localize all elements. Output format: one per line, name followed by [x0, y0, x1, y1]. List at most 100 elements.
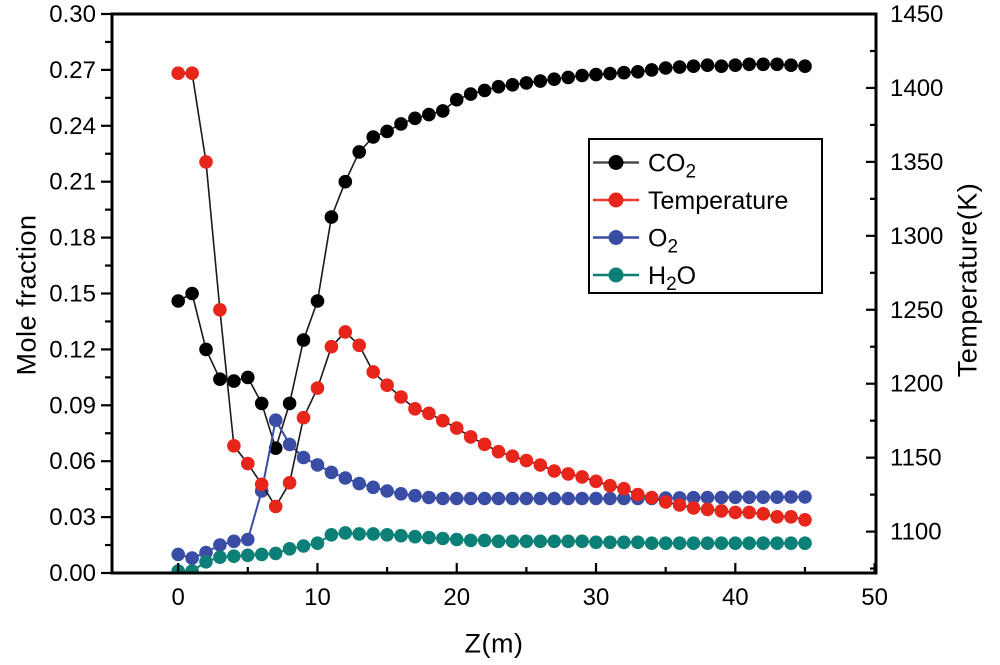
data-point-co2 [714, 59, 729, 73]
y-left-axis: 0.00 0.03 0.06 0.09 0.12 0.15 0.18 0.21 0.24 0.27… [49, 1, 111, 587]
data-point-o2 [547, 491, 561, 506]
data-point-h2o [254, 547, 269, 562]
data-point-o2 [185, 551, 199, 565]
data-point-o2 [589, 491, 603, 506]
data-point-h2o [241, 548, 255, 563]
y-right-tick-label: 1250 [890, 297, 943, 324]
data-point-o2 [436, 491, 450, 506]
y-left-tick-label: 0.24 [49, 113, 96, 140]
data-point-temperature [686, 501, 701, 515]
data-point-o2 [199, 545, 213, 560]
data-point-co2 [672, 60, 687, 74]
data-point-h2o [714, 536, 729, 550]
data-point-co2 [282, 396, 297, 411]
data-point-co2 [394, 117, 408, 131]
x-tick-label: 40 [722, 584, 749, 611]
legend-item-co2: CO2 [593, 150, 696, 183]
data-point-co2 [254, 396, 269, 411]
data-point-o2 [449, 491, 464, 506]
data-point-temperature [547, 464, 561, 478]
data-point-temperature [784, 510, 798, 524]
data-point-temperature [449, 421, 464, 435]
data-point-temperature [617, 481, 631, 496]
data-point-temperature [463, 430, 478, 444]
data-point-h2o [268, 546, 283, 561]
y-left-tick-label: 0.06 [49, 448, 96, 475]
data-point-o2 [575, 491, 589, 506]
legend-box [588, 138, 823, 294]
data-point-temperature [589, 474, 603, 489]
data-point-h2o [575, 534, 589, 549]
data-point-co2 [728, 58, 743, 72]
data-point-o2 [770, 490, 784, 505]
data-point-temperature [422, 406, 436, 421]
data-point-co2 [477, 83, 492, 98]
data-point-temperature [491, 444, 506, 459]
data-point-h2o [282, 542, 297, 556]
data-point-co2 [770, 57, 784, 72]
data-point-h2o [366, 527, 381, 541]
data-point-h2o [519, 534, 534, 549]
data-point-temperature [561, 467, 575, 481]
data-point-o2 [171, 547, 185, 562]
data-point-co2 [268, 441, 283, 456]
data-point-h2o [380, 528, 394, 542]
legend: CO2 Temperature O2 H2O [588, 138, 823, 295]
data-point-co2 [380, 124, 394, 139]
x-tick-label: 10 [304, 584, 331, 611]
data-point-temperature [268, 499, 283, 514]
x-tick-label: 0 [171, 584, 184, 611]
y-right-axis: 1100 1150 1200 1250 1300 1350 1400 1450 [866, 1, 943, 570]
legend-marker-h2o [608, 267, 624, 283]
data-point-temperature [282, 476, 297, 490]
data-point-h2o [728, 536, 743, 550]
data-point-o2 [491, 491, 506, 506]
data-point-co2 [324, 210, 339, 224]
legend-marker-temperature [608, 192, 624, 208]
y-left-tick-label: 0.00 [49, 560, 96, 587]
data-point-co2 [338, 174, 353, 189]
data-point-h2o [436, 531, 450, 546]
data-point-co2 [227, 374, 241, 388]
data-point-co2 [631, 65, 645, 79]
data-point-o2 [742, 490, 756, 505]
data-point-temperature [631, 487, 645, 502]
data-point-o2 [519, 491, 534, 506]
y-right-tick-label: 1400 [890, 75, 943, 102]
data-point-h2o [296, 539, 311, 553]
data-point-co2 [505, 78, 520, 92]
legend-marker-o2 [608, 230, 624, 245]
data-point-temperature [338, 325, 353, 339]
data-point-temperature [436, 413, 450, 428]
legend-label-h2o: H2O [648, 262, 696, 295]
y-left-tick-label: 0.27 [49, 57, 96, 84]
data-point-h2o [463, 533, 478, 548]
data-point-temperature [380, 378, 394, 393]
data-point-o2 [505, 491, 520, 506]
data-point-co2 [547, 72, 561, 86]
data-point-temperature [714, 504, 729, 518]
data-point-o2 [533, 491, 548, 506]
data-point-h2o [603, 535, 617, 550]
data-point-h2o [617, 535, 631, 550]
data-point-o2 [422, 490, 436, 505]
data-point-o2 [686, 490, 701, 505]
data-point-h2o [700, 536, 715, 550]
data-point-temperature [658, 495, 673, 509]
data-point-o2 [463, 491, 478, 506]
data-point-h2o [505, 534, 520, 549]
x-tick-label: 30 [583, 584, 610, 611]
data-point-o2 [310, 458, 325, 472]
data-point-co2 [644, 63, 659, 77]
data-point-temperature [603, 478, 617, 493]
data-point-h2o [672, 536, 687, 550]
data-point-co2 [408, 111, 422, 126]
data-point-temperature [185, 66, 199, 80]
data-point-h2o [533, 534, 548, 549]
data-point-temperature [798, 513, 812, 527]
data-point-h2o [185, 564, 199, 574]
data-point-co2 [617, 65, 631, 80]
data-point-co2 [686, 59, 701, 73]
data-point-co2 [491, 79, 506, 94]
